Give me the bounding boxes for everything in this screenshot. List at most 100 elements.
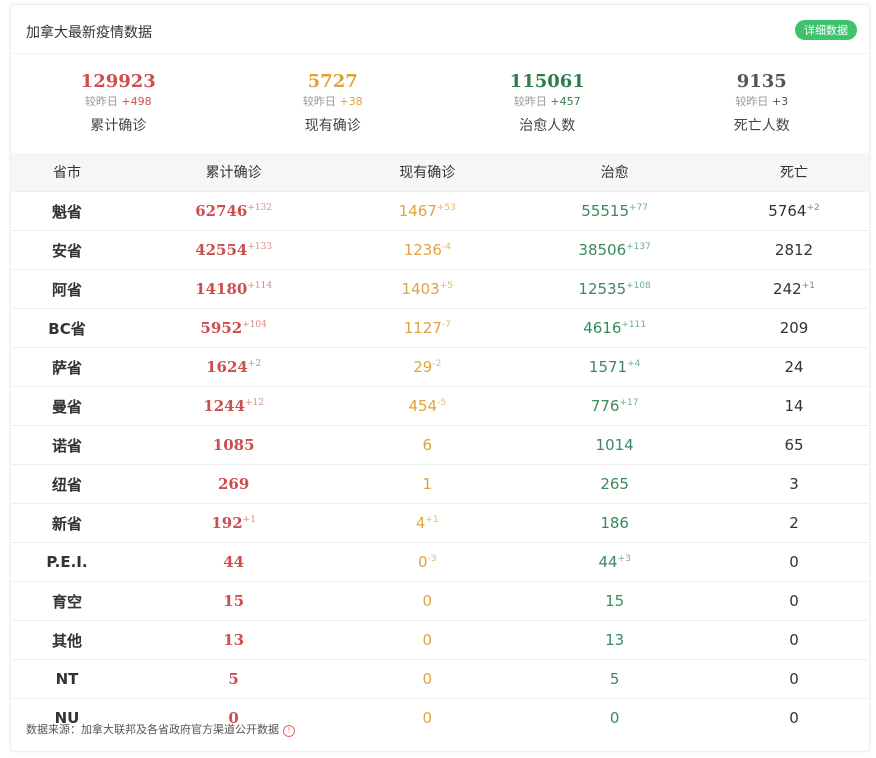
value: 55515 [581,202,629,220]
card-title: 加拿大最新疫情数据 [26,25,152,41]
value: 0 [789,670,799,688]
summary-stat: 9135 较昨日 +3 死亡人数 [655,54,870,153]
delta: +1 [801,281,815,291]
delta: -3 [427,554,437,564]
value: 2812 [774,241,814,259]
value: 0 [422,670,433,688]
value: 5952 [200,319,243,337]
delta: -5 [437,398,447,408]
delta-value: +3 [771,95,789,108]
cell-province: 育空 [11,581,123,621]
province-table: 省市 累计确诊 现有确诊 治愈 死亡 魁省 62746+132 1467+53 55515+… [11,153,869,737]
stat-delta: 较昨日 +38 [226,93,441,109]
summary-stat: 115061 较昨日 +457 治愈人数 [440,54,655,153]
cell-e: 29-2 [344,347,511,387]
table-row: 育空 15 0 15 0 [11,581,869,621]
cell-h: 44+3 [510,542,720,582]
value: 0 [422,592,433,610]
cell-x: 0 [719,698,869,737]
cell-h: 5 [510,659,720,699]
cell-e: 0 [344,581,511,621]
value: 14180 [195,280,248,298]
info-icon[interactable]: ! [283,725,295,737]
stat-delta: 较昨日 +457 [440,93,655,109]
cell-h: 4616+111 [510,308,720,348]
cell-province: 魁省 [11,191,123,231]
value: 1571 [588,358,628,376]
delta: +2 [247,359,262,369]
delta: +77 [629,203,648,213]
value: 1 [422,475,433,493]
value: 2 [789,514,799,532]
cell-c: 192+1 [123,503,345,543]
table-row: 萨省 1624+2 29-2 1571+4 24 [11,347,869,387]
delta-label: 较昨日 [735,95,769,108]
value: 29 [413,358,433,376]
cell-h: 12535+108 [510,269,720,309]
value: 269 [217,475,250,493]
delta: +1 [242,515,256,525]
stat-value: 129923 [80,71,156,92]
value: 0 [789,709,799,727]
cell-e: 1127-7 [344,308,511,348]
cell-e: 0 [344,659,511,699]
summary-stat: 5727 较昨日 +38 现有确诊 [226,54,441,153]
value: 15 [223,592,245,610]
value: 13 [605,631,625,649]
cell-e: 6 [344,425,511,465]
stat-value: 5727 [307,71,358,92]
value: 0 [609,709,620,727]
value: 0 [422,709,433,727]
delta: +104 [242,320,267,330]
table-header-row: 省市 累计确诊 现有确诊 治愈 死亡 [11,153,869,192]
column-header: 死亡 [719,153,869,192]
detail-data-button[interactable]: 详细数据 [795,20,857,40]
cell-province: 新省 [11,503,123,543]
value: 1085 [212,436,255,454]
delta: +2 [806,203,820,213]
cell-c: 269 [123,464,345,504]
cell-e: 0-3 [344,542,511,582]
delta-value: +38 [339,95,363,108]
delta-label: 较昨日 [302,95,336,108]
cell-province: 其他 [11,620,123,660]
delta-label: 较昨日 [84,95,118,108]
value: 38506 [578,241,627,259]
cell-e: 1 [344,464,511,504]
value: 1403 [401,280,440,298]
cell-x: 0 [719,581,869,621]
table-row: P.E.I. 44 0-3 44+3 0 [11,542,869,582]
cell-h: 776+17 [510,386,720,426]
table-row: 阿省 14180+114 1403+5 12535+108 242+1 [11,269,869,309]
value: 1624 [206,358,248,376]
cell-x: 0 [719,542,869,582]
value: 1127 [403,319,442,337]
stat-delta: 较昨日 +3 [655,93,870,109]
value: 42554 [195,241,248,259]
value: 0 [422,631,433,649]
stat-label: 累计确诊 [90,118,147,134]
value: 14 [784,397,804,415]
cell-province: 安省 [11,230,123,270]
column-header: 治愈 [510,153,720,192]
cell-h: 186 [510,503,720,543]
table-row: 其他 13 0 13 0 [11,620,869,660]
value: 192 [211,514,243,532]
cell-province: 曼省 [11,386,123,426]
table-row: 诺省 1085 6 1014 65 [11,425,869,465]
value: 12535 [578,280,627,298]
table-row: NT 5 0 5 0 [11,659,869,699]
cell-h: 265 [510,464,720,504]
cell-e: 1467+53 [344,191,511,231]
cell-x: 5764+2 [719,191,869,231]
delta: +1 [425,515,439,525]
cell-e: 4+1 [344,503,511,543]
value: 1236 [403,241,442,259]
value: 4616 [583,319,622,337]
value: 1467 [398,202,437,220]
cell-province: NU [11,698,123,737]
cell-c: 14180+114 [123,269,345,309]
data-source-text: 数据来源：加拿大联邦及各省政府官方渠道公开数据 [26,723,279,736]
cell-x: 2 [719,503,869,543]
cell-province: 诺省 [11,425,123,465]
